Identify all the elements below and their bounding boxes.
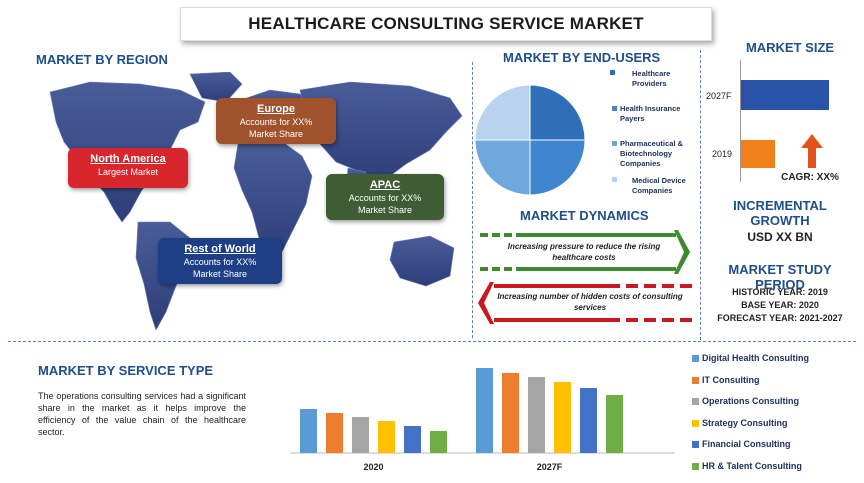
service-bar-2020-1 xyxy=(326,413,343,453)
service-legend-swatch-0 xyxy=(692,355,699,362)
market-size-heading: MARKET SIZE xyxy=(745,40,835,55)
market-size-bar-2019 xyxy=(741,140,776,168)
driver-text: Increasing pressure to reduce the rising… xyxy=(507,242,661,262)
service-bar-2020-5 xyxy=(430,431,447,453)
market-size-axis xyxy=(740,60,741,182)
end-users-pie-chart xyxy=(474,84,586,196)
pie-legend-swatch-1 xyxy=(612,106,617,111)
growth-value: USD XX BN xyxy=(747,230,813,244)
service-legend-label-5: HR & Talent Consulting xyxy=(702,460,802,471)
service-legend-label-2: Operations Consulting xyxy=(702,396,800,406)
region-name-rest-of-world: Rest of World xyxy=(184,243,256,255)
region-desc1-europe: Accounts for XX% xyxy=(239,117,313,127)
service-description: The operations consulting services had a… xyxy=(38,391,246,437)
region-desc1-rest-of-world: Accounts for XX% xyxy=(183,257,257,267)
pie-legend-swatch-2 xyxy=(612,141,617,146)
pie-legend-label-2-line2: Biotechnology xyxy=(620,149,673,158)
region-box-europe: Europe Accounts for XX% Market Share xyxy=(216,98,336,144)
divider-horizontal xyxy=(8,341,856,342)
pie-slice-0 xyxy=(529,84,586,141)
service-legend-label-1: IT Consulting xyxy=(702,374,760,385)
period-historic: HISTORIC YEAR: 2019 xyxy=(732,287,828,297)
service-legend-label-4: Financial Consulting xyxy=(702,439,791,449)
service-bar-2027F-3 xyxy=(554,382,571,453)
pie-legend-item-3: Medical Device Companies xyxy=(632,176,686,196)
restraint-text: Increasing number of hidden costs of con… xyxy=(497,292,683,312)
region-desc2-apac: Market Share xyxy=(357,205,413,215)
service-legend-swatch-4 xyxy=(692,441,699,448)
region-desc1-north-america: Largest Market xyxy=(97,167,159,177)
pie-legend-label-2-line3: Companies xyxy=(620,159,661,168)
service-bar-2027F-0 xyxy=(476,368,493,453)
pie-legend-label-0-line1: Healthcare xyxy=(632,69,671,78)
service-bar-2020-3 xyxy=(378,421,395,453)
pie-legend-label-2-line1: Pharmaceutical & xyxy=(620,139,683,148)
region-desc1-apac: Accounts for XX% xyxy=(348,193,422,203)
pie-legend-item-0: Healthcare Providers xyxy=(632,69,670,89)
service-legend-label-0: Digital Health Consulting xyxy=(702,353,809,363)
pie-slice-2 xyxy=(474,139,531,196)
service-legend-label-3: Strategy Consulting xyxy=(702,417,788,428)
pie-legend-swatch-3 xyxy=(612,177,617,182)
service-legend-swatch-3 xyxy=(692,419,699,427)
pie-legend-label-3-line1: Medical Device xyxy=(632,176,686,185)
region-desc2-europe: Market Share xyxy=(248,129,304,139)
divider-vertical-left xyxy=(472,62,473,338)
pie-legend-item-1: Health Insurance Payers xyxy=(620,104,680,124)
pie-legend-item-2: Pharmaceutical & Biotechnology Companies xyxy=(620,139,683,169)
region-box-apac: APAC Accounts for XX% Market Share xyxy=(326,174,444,220)
driver-arrow xyxy=(480,230,690,274)
world-map: Europe Accounts for XX% Market Share Nor… xyxy=(30,71,470,334)
growth-arrow-icon xyxy=(801,134,823,168)
service-bar-2027F-5 xyxy=(606,395,623,453)
service-type-bar-chart: 2020 2027F xyxy=(290,368,675,472)
service-legend-swatch-5 xyxy=(692,462,699,470)
region-box-north-america: North America Largest Market xyxy=(68,148,188,188)
market-size-bar-2027f xyxy=(741,80,829,110)
service-bar-2027F-1 xyxy=(502,373,519,453)
period-heading: MARKET STUDY PERIOD xyxy=(728,262,832,292)
dynamics-heading: MARKET DYNAMICS xyxy=(520,208,649,223)
service-bar-2020-0 xyxy=(300,409,317,453)
period-forecast: FORECAST YEAR: 2021-2027 xyxy=(717,313,843,323)
pie-slice-1 xyxy=(529,139,586,196)
end-users-heading: MARKET BY END-USERS xyxy=(503,50,661,65)
region-desc2-rest-of-world: Market Share xyxy=(192,269,248,279)
service-bar-2027F-2 xyxy=(528,377,545,453)
service-bar-2020-2 xyxy=(352,417,369,453)
service-x-label-2020: 2020 xyxy=(363,462,383,472)
cagr-text: CAGR: XX% xyxy=(781,172,839,183)
pie-legend-label-1-line2: Payers xyxy=(620,114,645,123)
service-legend-swatch-2 xyxy=(692,398,699,405)
service-bar-2027F-4 xyxy=(580,388,597,453)
growth-heading: INCREMENTAL GROWTH xyxy=(733,198,827,228)
pie-legend-swatch-0 xyxy=(610,70,615,75)
restraint-arrow xyxy=(478,282,692,324)
service-legend-swatch-1 xyxy=(692,376,699,384)
title-banner: HEALTHCARE CONSULTING SERVICE MARKET xyxy=(180,7,712,41)
pie-slice-3 xyxy=(474,84,531,141)
region-box-rest-of-world: Rest of World Accounts for XX% Market Sh… xyxy=(158,238,282,284)
region-name-europe: Europe xyxy=(257,103,295,115)
region-name-north-america: North America xyxy=(90,153,166,165)
region-name-apac: APAC xyxy=(369,179,401,191)
market-size-label-2019: 2019 xyxy=(712,149,733,159)
service-x-label-2027F: 2027F xyxy=(537,462,563,472)
pie-legend-label-0-line2: Providers xyxy=(632,79,667,88)
market-size-label-2027f: 2027F xyxy=(706,91,732,101)
region-heading: MARKET BY REGION xyxy=(36,52,168,67)
service-bar-2020-4 xyxy=(404,426,421,453)
pie-legend-label-3-line2: Companies xyxy=(632,186,673,195)
period-base: BASE YEAR: 2020 xyxy=(741,300,819,310)
service-heading: MARKET BY SERVICE TYPE xyxy=(38,363,214,378)
divider-vertical-right xyxy=(700,50,701,340)
page-title: HEALTHCARE CONSULTING SERVICE MARKET xyxy=(248,14,644,33)
pie-legend-label-1-line1: Health Insurance xyxy=(620,104,681,113)
